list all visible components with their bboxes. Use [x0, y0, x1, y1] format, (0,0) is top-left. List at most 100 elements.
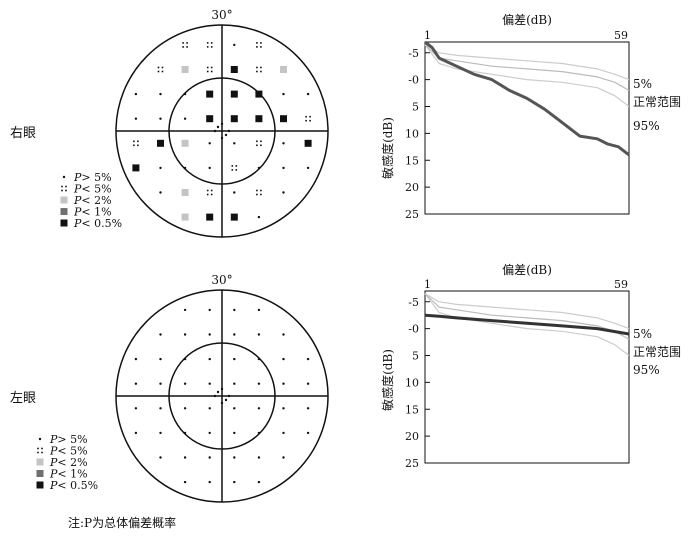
re-point-37	[159, 92, 162, 96]
re-point-8	[132, 164, 140, 172]
le-point-9	[159, 431, 162, 435]
le-legend-label-2: P< 2%	[49, 456, 88, 469]
le-point-41	[257, 357, 261, 361]
right-chart-yticks: -5 -0 5 10 15 20 25	[405, 47, 430, 221]
le-point-5	[257, 407, 261, 410]
right-chart-x-end: 59	[614, 29, 628, 42]
right-eye-chart: 偏差(dB) 1 59 -5 -0 5 10 15 20 25 敏感度(dB) 5% 正常范…	[380, 12, 681, 221]
le-point-20	[257, 456, 261, 459]
re-point-22	[181, 213, 189, 221]
re-legend-label-1: P< 5%	[73, 183, 112, 196]
le-point-31	[183, 333, 187, 336]
re-point-2	[181, 139, 189, 147]
le-point-12	[233, 431, 236, 435]
left-chart-ytick-label-0: -5	[408, 296, 419, 309]
left-chart-ytick-label-2: 5	[412, 350, 419, 363]
le-legend-symbol-1	[37, 447, 43, 454]
re-point-31	[181, 66, 189, 73]
left-chart-ytick-label-4: 15	[405, 403, 419, 416]
re-legend-label-0: P> 5%	[73, 171, 112, 184]
le-point-25	[257, 480, 261, 484]
le-point-49	[257, 382, 261, 385]
right-chart-x-start: 1	[424, 29, 431, 42]
le-point-50	[282, 382, 285, 385]
re-point-48	[230, 115, 238, 123]
re-point-28	[233, 43, 236, 47]
re-central-point-2	[227, 129, 231, 133]
left-chart-series-0	[424, 293, 630, 330]
left-chart-series-3	[424, 313, 630, 336]
re-point-16	[159, 191, 162, 194]
left-chart-ytick-label-6: 25	[405, 457, 419, 470]
le-point-10	[183, 431, 187, 435]
le-point-4	[233, 407, 236, 410]
re-legend-label-4: P< 0.5%	[73, 217, 122, 230]
re-central-point-1	[213, 129, 217, 133]
left-chart-series-2	[424, 293, 630, 356]
re-point-1	[157, 139, 164, 147]
right-chart-ytick-label-4: 15	[405, 154, 419, 167]
le-legend-symbol-2	[36, 458, 44, 466]
re-point-0	[133, 140, 139, 147]
le-point-22	[183, 480, 187, 484]
le-central-point-2	[227, 394, 231, 398]
right-chart-frame	[424, 41, 630, 215]
right-chart-xlabel: 偏差(dB)	[502, 12, 552, 27]
re-point-43	[306, 92, 310, 96]
left-chart-xlabel: 偏差(dB)	[502, 262, 552, 277]
le-point-37	[159, 357, 162, 361]
le-point-24	[233, 480, 236, 484]
le-point-1	[159, 407, 162, 410]
le-point-2	[183, 407, 187, 410]
le-legend-label-4: P< 0.5%	[49, 479, 98, 492]
re-legend-symbol-0	[62, 175, 66, 179]
le-point-39	[208, 357, 211, 361]
left-label-normal-range: 正常范围	[633, 345, 681, 359]
right-chart-ytick-label-5: 20	[405, 181, 419, 194]
re-point-32	[206, 66, 213, 73]
re-point-46	[183, 117, 187, 120]
re-point-24	[230, 213, 238, 221]
right-label-5pct: 5%	[633, 77, 652, 91]
re-point-51	[305, 115, 311, 122]
re-point-27	[206, 42, 213, 48]
re-point-14	[282, 166, 285, 170]
re-point-4	[233, 142, 236, 145]
le-point-44	[134, 382, 138, 385]
re-point-7	[304, 139, 312, 147]
left-label-5pct: 5%	[633, 327, 652, 341]
re-central-point-4	[216, 125, 220, 129]
le-point-28	[233, 308, 236, 312]
le-legend-label-1: P< 5%	[49, 445, 88, 458]
le-point-43	[306, 357, 310, 361]
right-label-normal-range: 正常范围	[633, 95, 681, 109]
re-legend-symbol-3	[60, 208, 68, 215]
re-point-9	[159, 166, 162, 170]
re-point-47	[206, 115, 214, 123]
le-point-8	[134, 431, 138, 435]
footnote: 注:P为总体偏差概率	[68, 515, 176, 530]
left-label-95pct: 95%	[633, 363, 660, 377]
re-central-point-5	[224, 133, 228, 137]
left-eye-label: 左眼	[10, 391, 36, 406]
left-chart-x-end: 59	[614, 278, 628, 291]
le-legend-symbol-4	[36, 481, 44, 489]
le-central-point-0	[220, 387, 224, 391]
re-point-49	[255, 115, 263, 123]
re-point-42	[282, 92, 285, 96]
re-point-12	[231, 165, 238, 171]
re-legend-symbol-4	[60, 219, 68, 227]
right-eye-angle-label: 30°	[211, 8, 232, 22]
le-point-32	[208, 333, 211, 336]
re-point-5	[256, 140, 262, 147]
left-chart-ytick-label-3: 10	[405, 376, 419, 389]
le-legend-label-0: P> 5%	[49, 433, 88, 446]
le-point-13	[257, 431, 261, 435]
le-central-point-5	[224, 398, 228, 402]
left-chart-x-start: 1	[424, 278, 431, 291]
right-chart-series-0	[424, 44, 630, 81]
le-point-27	[208, 308, 211, 312]
re-point-44	[134, 117, 138, 120]
right-chart-series-2	[424, 44, 630, 107]
